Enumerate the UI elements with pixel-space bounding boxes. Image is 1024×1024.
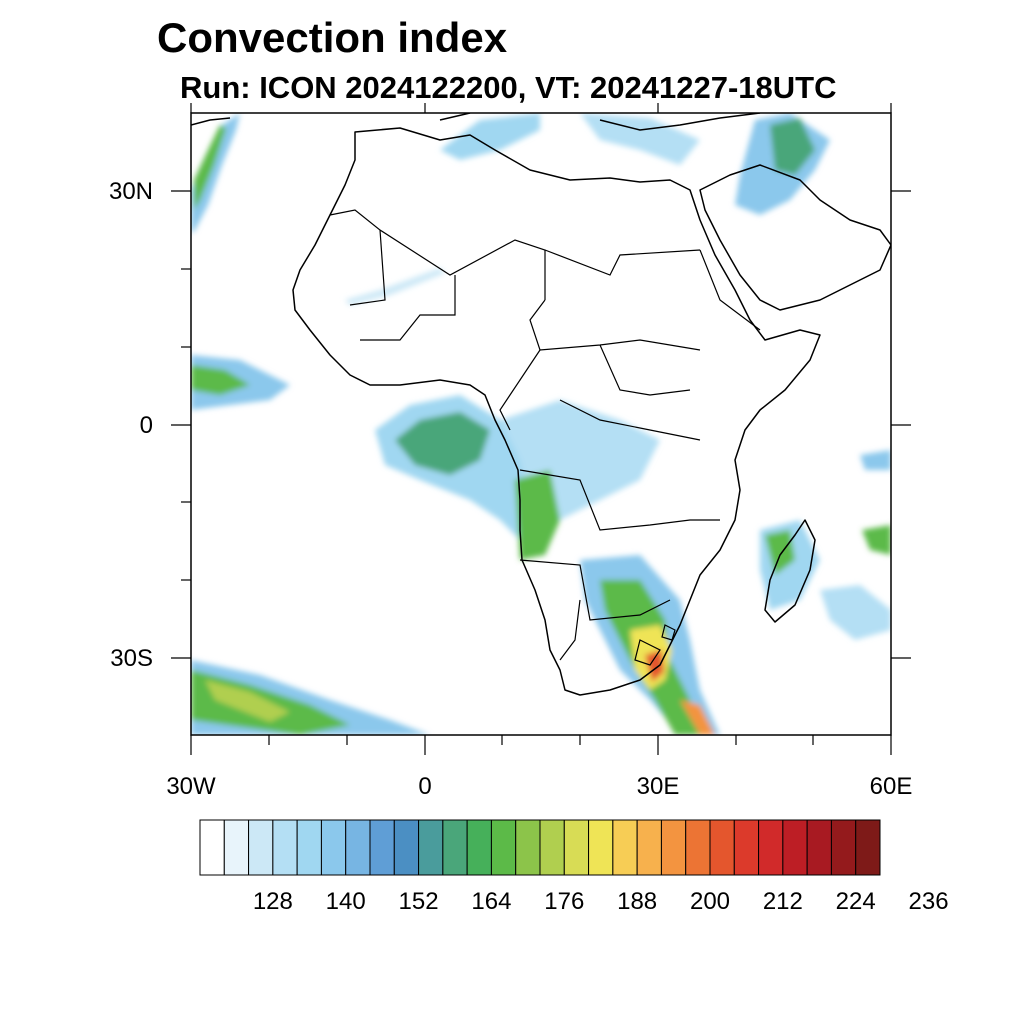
- colorbar-swatch: [345, 819, 371, 876]
- europe-coastline: [191, 113, 761, 131]
- colorbar-swatch: [806, 819, 832, 876]
- colorbar-swatch: [490, 819, 517, 876]
- field-east-med: [580, 113, 700, 165]
- madagascar-coastline: [764, 519, 816, 623]
- coastlines: [191, 113, 891, 696]
- colorbar-swatch: [418, 819, 444, 876]
- field-mediterranean: [440, 113, 540, 160]
- field-madagascar-core: [765, 530, 795, 575]
- colorbar-label: 188: [617, 888, 658, 915]
- colorbar-swatch: [612, 819, 638, 876]
- field-sahara-streak: [345, 268, 445, 305]
- colorbar-swatch: [758, 819, 784, 876]
- lon-label-60e: 60E: [869, 773, 913, 800]
- chart-subtitle: Run: ICON 2024122200, VT: 20241227-18UTC: [180, 70, 837, 105]
- colorbar-swatch: [223, 819, 250, 876]
- colorbar-swatch: [709, 819, 735, 876]
- colorbar-label: 200: [689, 888, 731, 915]
- field-s-atlantic-hot: [205, 680, 290, 722]
- lon-label-30w: 30W: [166, 773, 216, 800]
- colorbar-label: 140: [325, 888, 366, 915]
- colorbar-swatch: [199, 819, 225, 876]
- colorbar-label: 212: [762, 888, 803, 915]
- arabia-coastline: [699, 164, 891, 311]
- colorbar-swatch: [733, 819, 760, 876]
- lat-label-30n: 30N: [108, 178, 153, 205]
- colorbar-swatch: [272, 819, 298, 876]
- colorbar-swatch: [636, 819, 662, 876]
- field-s-africa-tail: [680, 700, 715, 735]
- colorbar-swatch: [466, 819, 492, 876]
- colorbar-swatch: [855, 819, 881, 876]
- field-nw-atlantic: [191, 113, 240, 232]
- colorbar-swatch: [320, 819, 347, 876]
- lat-label-0: 0: [139, 412, 153, 439]
- colorbar-swatch: [563, 819, 590, 876]
- colorbar-swatch: [539, 819, 565, 876]
- field-gulf-guinea-core: [395, 412, 490, 475]
- colorbar-label: 236: [908, 888, 949, 915]
- field-nw-atlantic-core: [194, 125, 226, 210]
- colorbar-swatch: [782, 819, 808, 876]
- colorbar-swatch: [369, 819, 395, 876]
- colorbar-label: 176: [544, 888, 585, 915]
- axis-ticks: [171, 103, 911, 755]
- field-indian-ocean-east: [860, 450, 891, 470]
- field-indian-ocean: [820, 585, 891, 640]
- chart-title: Convection index: [157, 14, 508, 61]
- country-borders: [329, 209, 761, 666]
- lat-label-30s: 30S: [110, 645, 153, 672]
- lon-label-0: 0: [418, 773, 432, 800]
- colorbar-swatch: [660, 819, 687, 876]
- field-s-africa-peak: [645, 650, 664, 682]
- colorbar-label: 164: [471, 888, 512, 915]
- field-levant-core: [770, 118, 815, 175]
- colorbar-swatch: [515, 819, 541, 876]
- colorbar-label: 224: [835, 888, 876, 915]
- plot-frame: [190, 112, 892, 736]
- colorbar-swatch: [296, 819, 322, 876]
- colorbar-swatch: [588, 819, 614, 876]
- field-indian-ocean-se: [862, 525, 891, 555]
- field-w-africa-core: [191, 365, 250, 395]
- colorbar-swatch: [442, 819, 468, 876]
- colorbar-swatch: [830, 819, 857, 876]
- field-angola: [515, 470, 560, 560]
- convection-field: [191, 113, 891, 735]
- colorbar-label: 152: [398, 888, 439, 915]
- africa-coastline: [292, 127, 821, 696]
- colorbar-label: 128: [252, 888, 293, 915]
- lon-label-30e: 30E: [636, 773, 680, 800]
- colorbar: [199, 819, 881, 876]
- colorbar-swatch: [685, 819, 711, 876]
- colorbar-swatch: [393, 819, 420, 876]
- colorbar-swatch: [248, 819, 274, 876]
